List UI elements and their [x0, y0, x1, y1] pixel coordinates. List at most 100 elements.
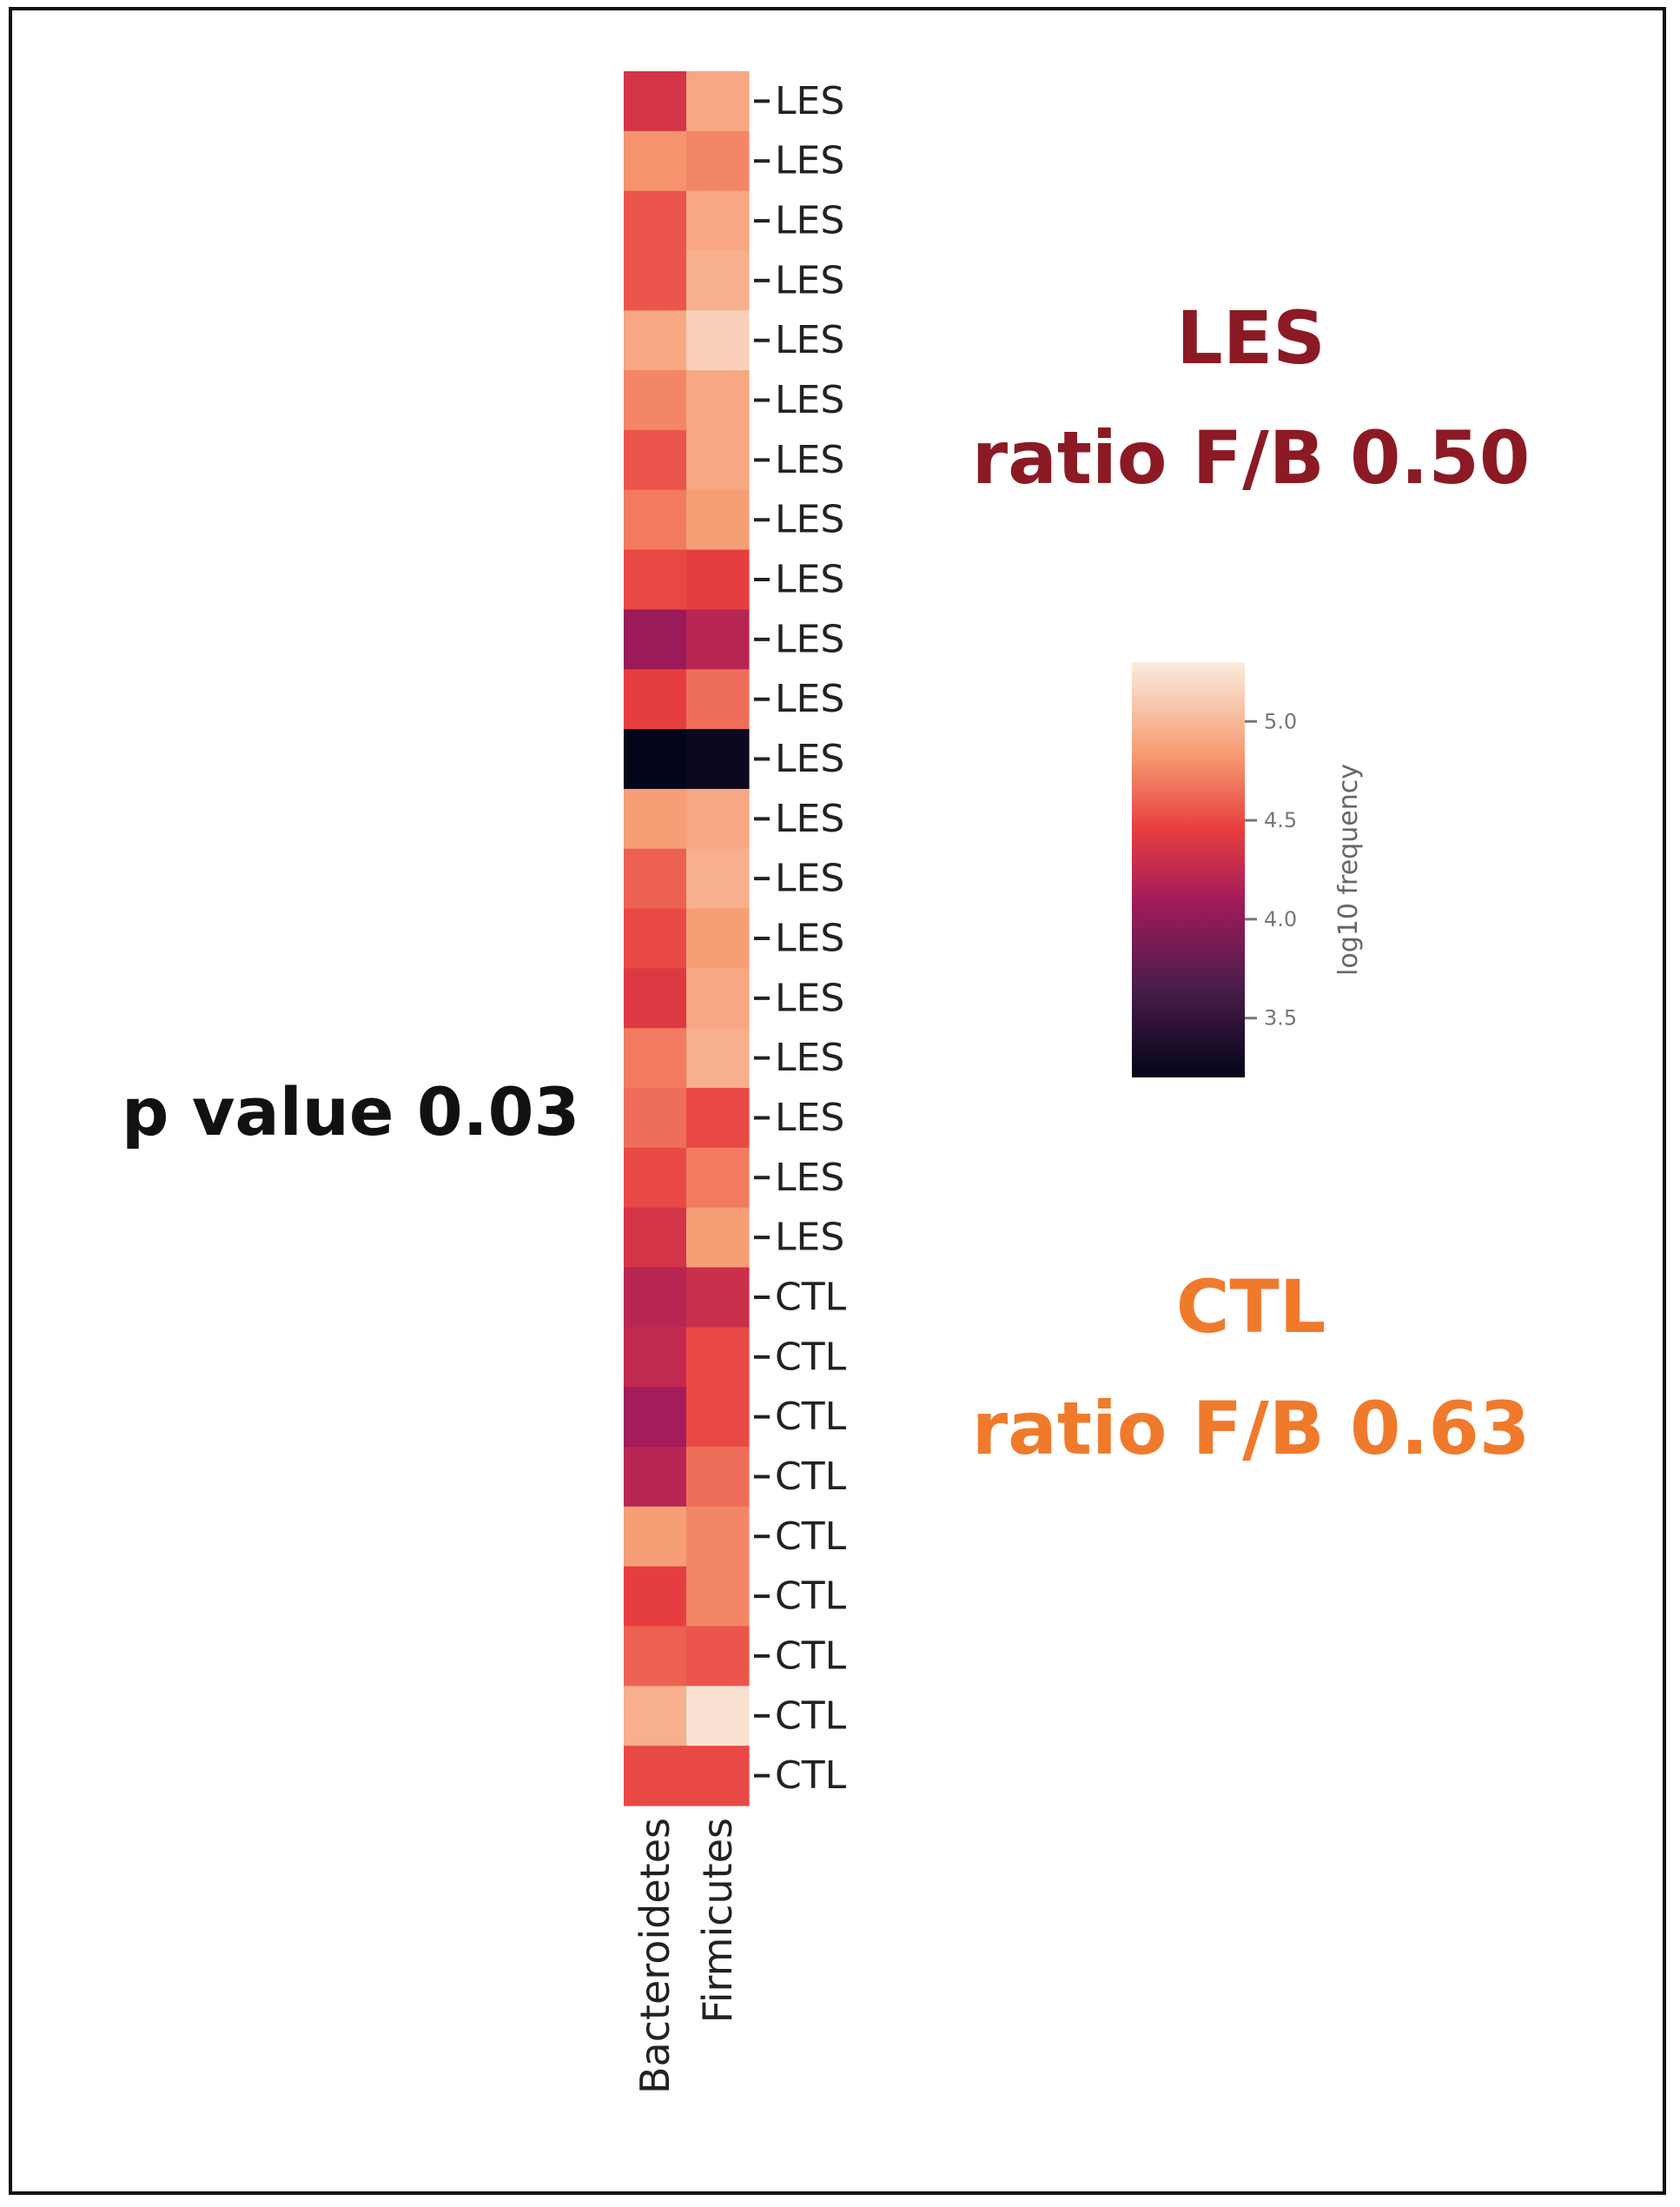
ctl-ratio-label: ratio F/B 0.63 [971, 1386, 1531, 1471]
heatmap-cell [686, 908, 750, 970]
heatmap-cell [686, 370, 750, 431]
heatmap-cell [686, 429, 750, 491]
heatmap-cell [624, 1267, 687, 1328]
heatmap-cell [624, 310, 687, 371]
row-label: LES [775, 857, 844, 901]
heatmap-cell [686, 1327, 750, 1388]
colorbar-ticks: 3.5 4.0 4.5 5.0 [1245, 709, 1297, 1031]
row-label: LES [775, 1036, 844, 1080]
row-label: CTL [775, 1753, 847, 1798]
colorbar-tick-label: 4.5 [1264, 808, 1297, 832]
heatmap-cell [686, 1506, 750, 1567]
column-labels: Bacteroidetes Firmicutes [632, 1818, 741, 2094]
colorbar-label: log10 frequency [1333, 764, 1364, 976]
column-label: Bacteroidetes [632, 1818, 678, 2094]
heatmap-cell [624, 1746, 687, 1806]
heatmap-cell [686, 71, 750, 132]
heatmap-cell [624, 729, 687, 790]
heatmap-cells [624, 71, 750, 1806]
heatmap-cell [686, 609, 750, 670]
heatmap-cell [624, 489, 687, 551]
heatmap-cell [624, 848, 687, 910]
heatmap-cell [686, 1147, 750, 1209]
column-label: Firmicutes [694, 1818, 741, 2023]
row-label: LES [775, 79, 844, 123]
heatmap-cell [686, 1088, 750, 1149]
row-label: LES [775, 617, 844, 661]
colorbar-tick-label: 5.0 [1264, 709, 1297, 733]
heatmap-cell [686, 1686, 750, 1746]
row-label: LES [775, 737, 844, 781]
heatmap-cell [624, 609, 687, 670]
heatmap-cell [624, 968, 687, 1029]
heatmap-cell [624, 1327, 687, 1388]
heatmap-cell [624, 1387, 687, 1448]
heatmap-cell [686, 190, 750, 252]
heatmap-cell [624, 370, 687, 431]
row-label: LES [775, 199, 844, 243]
row-label: LES [775, 1096, 844, 1140]
heatmap-cell [686, 1267, 750, 1328]
row-label: LES [775, 677, 844, 721]
heatmap-cell [686, 968, 750, 1029]
heatmap-cell [686, 848, 750, 910]
les-ratio-label: ratio F/B 0.50 [971, 415, 1531, 500]
heatmap-cell [624, 1566, 687, 1627]
colorbar-tick-label: 3.5 [1264, 1006, 1297, 1031]
heatmap-cell [624, 549, 687, 611]
les-group-label: LES [1176, 295, 1326, 381]
heatmap-cell [686, 130, 750, 192]
row-label: LES [775, 258, 844, 302]
row-label: LES [775, 917, 844, 961]
heatmap-cell [624, 1147, 687, 1209]
heatmap-cell [686, 1387, 750, 1448]
heatmap-cell [686, 1746, 750, 1806]
row-labels: LES LES LES LES LES LES LES LES LES LES LES LES LES L… [754, 79, 847, 1798]
row-label: CTL [775, 1693, 847, 1738]
row-label: LES [775, 976, 844, 1020]
row-label: LES [775, 378, 844, 422]
row-label: CTL [775, 1634, 847, 1678]
heatmap-cell [686, 1447, 750, 1508]
row-label: LES [775, 797, 844, 841]
colorbar-tick-label: 4.0 [1264, 907, 1297, 931]
heatmap-cell [624, 788, 687, 850]
heatmap-cell [624, 1028, 687, 1089]
row-label: CTL [775, 1574, 847, 1619]
heatmap-cell [686, 549, 750, 611]
heatmap-cell [624, 1088, 687, 1149]
heatmap-cell [686, 1566, 750, 1627]
heatmap-cell [624, 1686, 687, 1746]
heatmap-cell [686, 669, 750, 730]
heatmap-cell [686, 310, 750, 371]
heatmap-cell [624, 250, 687, 311]
row-label: LES [775, 438, 844, 482]
heatmap-cell [686, 788, 750, 850]
row-label: CTL [775, 1514, 847, 1559]
ctl-group-label: CTL [1175, 1264, 1326, 1349]
row-label: LES [775, 318, 844, 362]
heatmap-cell [624, 908, 687, 970]
row-label: LES [775, 139, 844, 183]
p-value-label: p value 0.03 [122, 1073, 580, 1150]
heatmap-cell [624, 669, 687, 730]
heatmap-cell [686, 1207, 750, 1269]
heatmap-cell [624, 1506, 687, 1567]
row-label: CTL [775, 1455, 847, 1499]
heatmap-cell [624, 190, 687, 252]
row-label: CTL [775, 1335, 847, 1379]
heatmap-cell [624, 1626, 687, 1687]
row-label: LES [775, 1216, 844, 1260]
colorbar: 3.5 4.0 4.5 5.0 log10 frequency [1132, 662, 1364, 1077]
row-label: LES [775, 1156, 844, 1200]
row-label: LES [775, 558, 844, 602]
heatmap-cell [624, 130, 687, 192]
heatmap-cell [624, 71, 687, 132]
heatmap-cell [686, 489, 750, 551]
heatmap-cell [686, 729, 750, 790]
row-label: CTL [775, 1275, 847, 1319]
heatmap-cell [624, 1447, 687, 1508]
row-label: CTL [775, 1395, 847, 1439]
heatmap-cell [624, 1207, 687, 1269]
